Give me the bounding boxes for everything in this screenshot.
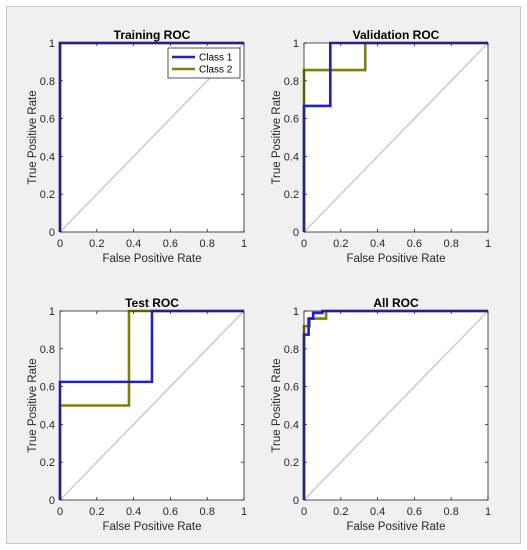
y-tick-label: 1 — [49, 306, 55, 318]
x-tick-label: 0.6 — [163, 506, 178, 518]
roc-panel-3: 0 0.2 0.4 0.6 0.8 1 0 0.2 0.4 0.6 0.8 1 Test ROC Fals… — [27, 296, 247, 533]
y-tick-label: 0.8 — [284, 76, 299, 88]
axes-border — [303, 42, 489, 233]
legend-entry-label: Class 1 — [199, 53, 233, 64]
x-axis-label: False Positive Rate — [346, 253, 445, 265]
x-tick-label: 0.4 — [126, 238, 141, 250]
legend-box — [167, 47, 241, 79]
y-tick-label: 0.4 — [284, 419, 299, 431]
roc-figure: 0 0.2 0.4 0.6 0.8 1 0 0.2 0.4 0.6 0.8 1 Training ROC… — [6, 6, 521, 544]
y-tick-label: 0 — [293, 227, 299, 239]
y-axis-label: True Positive Rate — [27, 90, 39, 184]
y-tick-label: 0 — [49, 495, 55, 507]
x-tick-label: 1 — [241, 238, 247, 250]
x-tick-label: 0.8 — [444, 506, 459, 518]
plot-title: Training ROC — [114, 28, 191, 42]
y-axis-label: True Positive Rate — [271, 90, 283, 184]
legend-entry-label: Class 2 — [199, 65, 233, 76]
roc-panel-4: 0 0.2 0.4 0.6 0.8 1 0 0.2 0.4 0.6 0.8 1 All ROC False… — [271, 296, 491, 533]
y-tick-label: 0.2 — [40, 457, 55, 469]
x-tick-label: 0.4 — [370, 506, 385, 518]
y-tick-label: 0.6 — [284, 382, 299, 394]
x-tick-label: 0.6 — [407, 238, 422, 250]
x-axis-label: False Positive Rate — [346, 521, 445, 533]
plot-title: Validation ROC — [353, 28, 440, 42]
y-tick-label: 0.4 — [40, 419, 55, 431]
roc-panel-2: 0 0.2 0.4 0.6 0.8 1 0 0.2 0.4 0.6 0.8 1 Validation R… — [271, 28, 491, 265]
x-tick-label: 0.2 — [89, 238, 104, 250]
roc-plots-svg: 0 0.2 0.4 0.6 0.8 1 0 0.2 0.4 0.6 0.8 1 Training ROC… — [27, 28, 491, 533]
x-tick-label: 0.4 — [126, 506, 141, 518]
y-tick-label: 0.8 — [40, 344, 55, 356]
x-tick-label: 0.6 — [163, 238, 178, 250]
y-tick-label: 0.8 — [284, 344, 299, 356]
diagonal-reference-line — [303, 42, 489, 233]
x-tick-label: 1 — [241, 506, 247, 518]
y-tick-label: 0.6 — [40, 114, 55, 126]
y-tick-label: 0.2 — [284, 189, 299, 201]
x-tick-label: 0.2 — [333, 238, 348, 250]
diagonal-reference-line — [59, 310, 245, 501]
y-tick-label: 0.2 — [40, 189, 55, 201]
x-tick-label: 0.8 — [200, 238, 215, 250]
x-tick-label: 0.2 — [89, 506, 104, 518]
y-tick-label: 0 — [49, 227, 55, 239]
axes-border — [59, 42, 245, 233]
y-tick-label: 1 — [293, 306, 299, 318]
y-tick-label: 0.4 — [284, 151, 299, 163]
x-tick-label: 0.6 — [407, 506, 422, 518]
y-tick-label: 0.2 — [284, 457, 299, 469]
plot-title: All ROC — [373, 296, 419, 310]
y-axis-label: True Positive Rate — [27, 358, 39, 452]
diagonal-reference-line — [303, 310, 489, 501]
roc-curve-class-1 — [302, 309, 488, 500]
y-tick-label: 0.8 — [40, 76, 55, 88]
x-tick-label: 0 — [57, 506, 63, 518]
x-tick-label: 1 — [485, 506, 491, 518]
x-tick-label: 0.2 — [333, 506, 348, 518]
x-tick-label: 0 — [301, 506, 307, 518]
x-axis-label: False Positive Rate — [102, 521, 201, 533]
roc-panel-1: 0 0.2 0.4 0.6 0.8 1 0 0.2 0.4 0.6 0.8 1 Training ROC… — [27, 28, 247, 265]
y-tick-label: 0.6 — [40, 382, 55, 394]
x-tick-label: 1 — [485, 238, 491, 250]
axes-border — [59, 310, 245, 501]
x-axis-label: False Positive Rate — [102, 253, 201, 265]
y-tick-label: 0.4 — [40, 151, 55, 163]
y-axis-label: True Positive Rate — [271, 358, 283, 452]
y-tick-label: 1 — [49, 38, 55, 50]
y-tick-label: 0 — [293, 495, 299, 507]
y-tick-label: 1 — [293, 38, 299, 50]
x-tick-label: 0.4 — [370, 238, 385, 250]
plot-title: Test ROC — [125, 296, 179, 310]
x-tick-label: 0 — [57, 238, 63, 250]
axes-border — [303, 310, 489, 501]
x-tick-label: 0.8 — [444, 238, 459, 250]
x-tick-label: 0.8 — [200, 506, 215, 518]
y-tick-label: 0.6 — [284, 114, 299, 126]
x-tick-label: 0 — [301, 238, 307, 250]
